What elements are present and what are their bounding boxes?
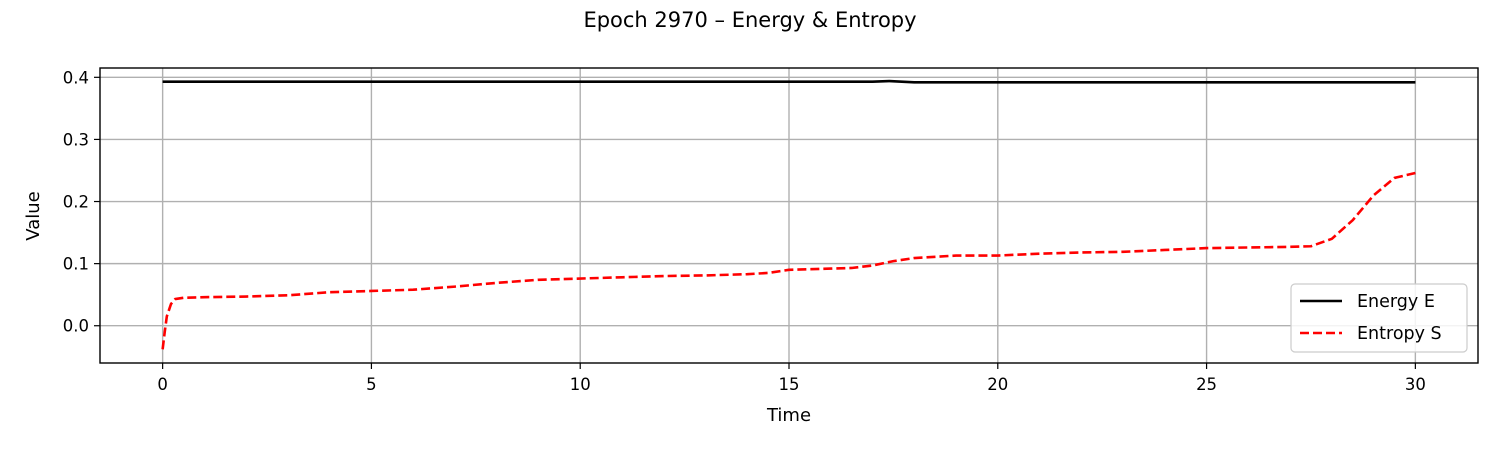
y-tick-label: 0.4 (63, 68, 89, 87)
x-tick-label: 15 (779, 375, 800, 394)
series-line-energy (162, 79, 1416, 84)
grid (100, 68, 1478, 363)
x-tick-label: 10 (570, 375, 591, 394)
legend: Energy E Entropy S (1290, 283, 1468, 353)
series-layer (161, 79, 1416, 350)
x-tick-label: 25 (1196, 375, 1217, 394)
y-tick-label: 0.1 (63, 255, 89, 274)
y-axis-label: Value (23, 191, 44, 240)
legend-label-entropy: Entropy S (1357, 324, 1442, 344)
series-line-entropy (161, 171, 1416, 350)
x-tick-label: 20 (987, 375, 1008, 394)
x-tick-label: 30 (1405, 375, 1426, 394)
y-tick-label: 0.0 (63, 317, 89, 336)
chart-title: Epoch 2970 – Energy & Entropy (583, 8, 916, 32)
y-tick-label: 0.3 (63, 130, 89, 149)
x-axis-label: Time (766, 405, 811, 426)
x-tick-label: 5 (366, 375, 377, 394)
ticks: 0 5 10 15 20 25 30 0.0 0.1 0.2 0.3 0.4 (63, 68, 1426, 394)
y-tick-label: 0.2 (63, 193, 89, 212)
legend-label-energy: Energy E (1357, 292, 1435, 312)
x-tick-label: 0 (157, 375, 168, 394)
